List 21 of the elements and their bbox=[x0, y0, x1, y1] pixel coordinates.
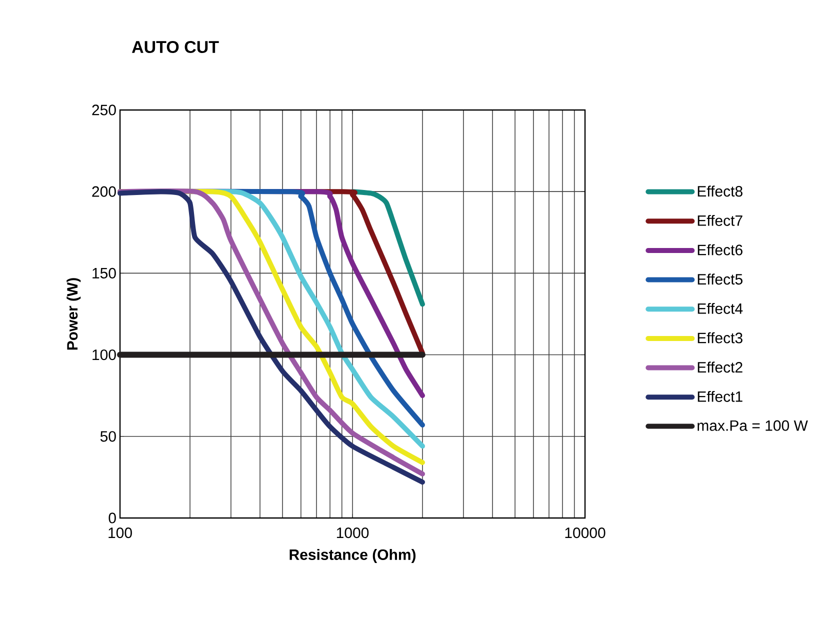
legend-label: Effect4 bbox=[698, 302, 743, 314]
x-tick-label: 1000 bbox=[336, 528, 369, 538]
x-tick-label: 100 bbox=[108, 528, 132, 538]
legend-label: Effect7 bbox=[698, 214, 742, 226]
x-axis-title: Resistance (Ohm) bbox=[290, 548, 416, 563]
y-tick-label: 100 bbox=[92, 349, 116, 360]
y-tick-label: 200 bbox=[92, 186, 116, 197]
y-tick-label: 50 bbox=[100, 431, 116, 442]
y-axis-title: Power (W) bbox=[66, 278, 81, 350]
legend-label: Effect5 bbox=[698, 274, 742, 285]
y-tick-label: 150 bbox=[92, 268, 116, 278]
legend-label: Effect8 bbox=[698, 186, 742, 197]
legend-label: Effect6 bbox=[698, 244, 742, 256]
chart-title: AUTO CUT bbox=[132, 40, 219, 54]
y-tick-label: 0 bbox=[108, 512, 116, 524]
legend-label: Effect1 bbox=[698, 390, 742, 402]
x-tick-label: 10000 bbox=[565, 528, 606, 538]
legend-label: Effect3 bbox=[698, 332, 742, 344]
legend-label: max.Pa = 100 W bbox=[698, 420, 808, 431]
legend-label: Effect2 bbox=[698, 362, 742, 373]
y-tick-label: 250 bbox=[92, 104, 116, 116]
